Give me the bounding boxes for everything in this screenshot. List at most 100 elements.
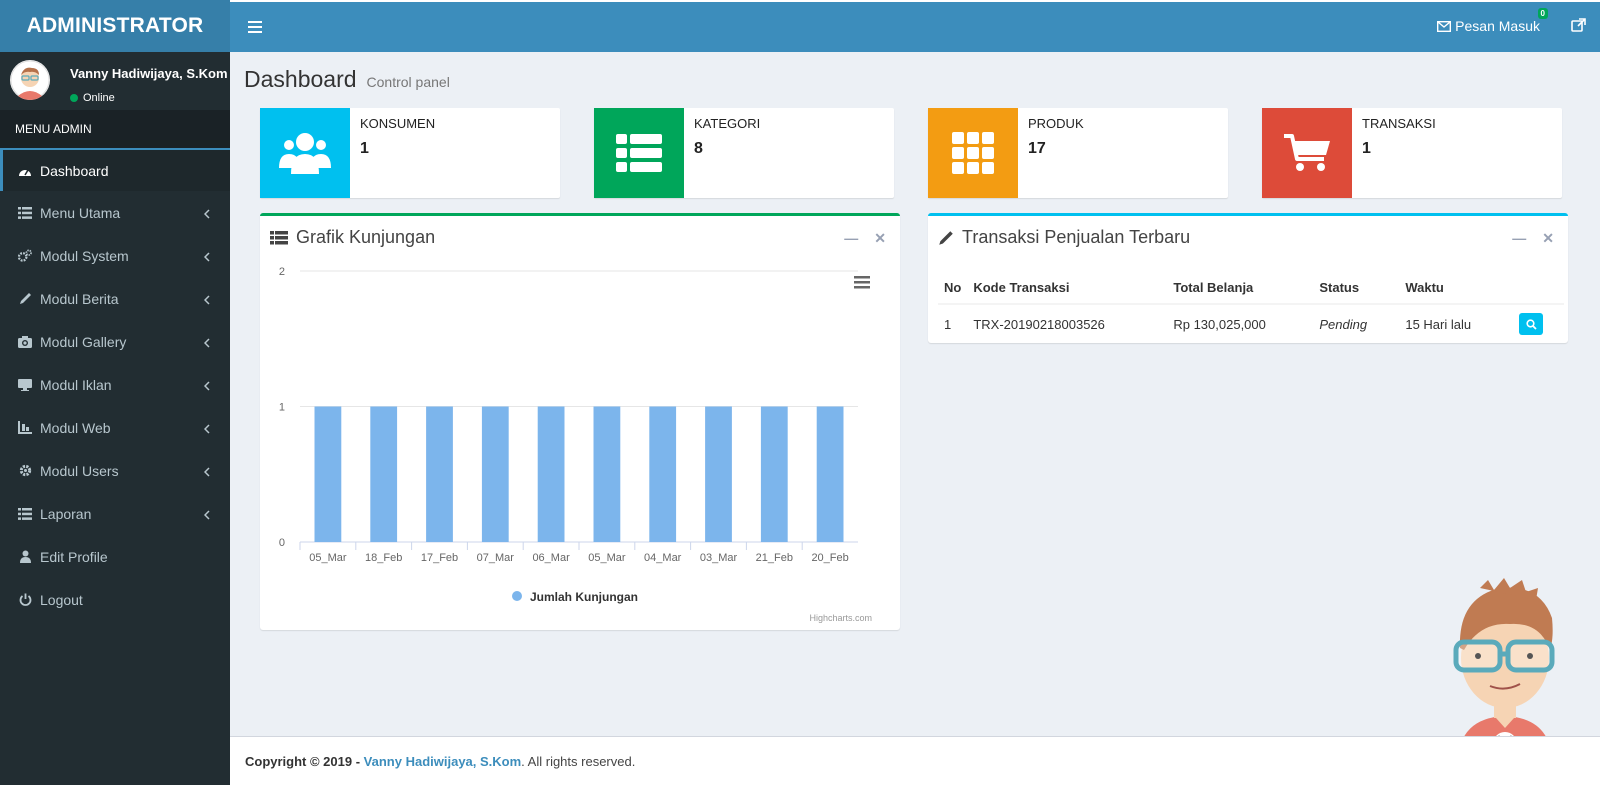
sidebar: Vanny Hadiwijaya, S.Kom Online MENU ADMI… — [0, 52, 230, 785]
column-header: Status — [1313, 272, 1400, 305]
th-icon — [928, 108, 1018, 198]
chart-bar[interactable] — [481, 406, 509, 543]
external-link-icon — [1571, 18, 1586, 32]
minimize-icon[interactable]: — — [844, 230, 859, 246]
info-box-label: TRANSAKSI — [1362, 116, 1436, 131]
box-tools: — ✕ — [1512, 230, 1554, 247]
scrollbar[interactable] — [1595, 52, 1600, 736]
messages-button[interactable]: Pesan Masuk 0 — [1437, 8, 1548, 34]
info-box-label: PRODUK — [1028, 116, 1084, 131]
info-box-label: KATEGORI — [694, 116, 761, 131]
footer-copyright: Copyright © 2019 - — [245, 753, 361, 769]
info-box-value: 1 — [360, 140, 369, 157]
sidebar-item-dashboard[interactable]: Dashboard — [0, 148, 230, 191]
legend-marker — [512, 591, 522, 601]
info-box-kategori[interactable]: KATEGORI 8 — [594, 108, 894, 198]
chart-menu-icon[interactable] — [854, 276, 870, 289]
chevron-left-icon — [203, 206, 210, 222]
hamburger-icon — [248, 21, 262, 33]
page-subtitle: Control panel — [366, 74, 450, 90]
messages-label: Pesan Masuk — [1455, 18, 1540, 34]
cart-icon — [1262, 108, 1352, 198]
building-icon — [18, 421, 32, 435]
chevron-left-icon — [203, 464, 210, 480]
column-header: Total Belanja — [1167, 272, 1314, 305]
external-link-button[interactable] — [1571, 18, 1586, 36]
list-icon — [18, 206, 32, 220]
sidebar-item-label: Modul Web — [40, 419, 111, 436]
chart-bar[interactable] — [314, 406, 342, 543]
chart-bar[interactable] — [649, 406, 677, 543]
info-box-label: KONSUMEN — [360, 116, 436, 131]
sidebar-item-modul-iklan[interactable]: Modul Iklan — [0, 363, 230, 406]
chevron-left-icon — [203, 335, 210, 351]
box-title: Grafik Kunjungan — [270, 227, 435, 248]
user-panel: Vanny Hadiwijaya, S.Kom Online — [0, 52, 230, 110]
chart-credit[interactable]: Highcharts.com — [809, 613, 872, 623]
sidebar-toggle-button[interactable] — [240, 12, 270, 42]
info-box-value: 8 — [694, 140, 703, 157]
cogs-icon — [18, 249, 32, 263]
visits-bar-chart: 05_Mar 18_Feb 17_Feb 07_Mar 06_Mar 05_Mar 04_M… — [279, 266, 872, 623]
column-header: Waktu — [1399, 272, 1514, 305]
chart-bar[interactable] — [593, 406, 621, 543]
chart-bar[interactable] — [426, 406, 453, 543]
view-transaction-button[interactable] — [1519, 313, 1544, 335]
x-tick-label: 04_Mar — [644, 552, 682, 564]
footer-author-link[interactable]: Vanny Hadiwijaya, S.Kom — [363, 753, 522, 769]
cell-time: 15 Hari lalu — [1399, 303, 1514, 343]
y-tick-label: 0 — [279, 537, 285, 549]
sidebar-item-label: Modul System — [40, 247, 129, 264]
table-row: 1 TRX-20190218003526 Rp 130,025,000 Pend… — [938, 303, 1564, 343]
close-icon[interactable]: ✕ — [1542, 230, 1554, 246]
chart-bar[interactable] — [370, 406, 398, 543]
legend-label: Jumlah Kunjungan — [530, 590, 638, 604]
x-tick-label: 05_Mar — [588, 552, 626, 564]
sidebar-item-logout[interactable]: Logout — [0, 578, 230, 621]
chart-bar[interactable] — [760, 406, 788, 543]
close-icon[interactable]: ✕ — [874, 230, 886, 246]
sidebar-item-modul-berita[interactable]: Modul Berita — [0, 277, 230, 320]
footer-suffix: . All rights reserved. — [521, 753, 636, 769]
sidebar-item-label: Modul Gallery — [40, 333, 127, 350]
box-title: Transaksi Penjualan Terbaru — [938, 227, 1190, 248]
cell-code: TRX-20190218003526 — [967, 303, 1168, 343]
column-header: Kode Transaksi — [967, 272, 1168, 305]
chart-legend-item[interactable]: Jumlah Kunjungan — [512, 590, 638, 604]
x-tick-label: 05_Mar — [309, 552, 347, 564]
user-icon — [18, 550, 32, 564]
chart-bar[interactable] — [705, 406, 732, 543]
info-box-produk[interactable]: PRODUK 17 — [928, 108, 1228, 198]
sidebar-item-label: Modul Iklan — [40, 376, 112, 393]
sidebar-item-label: Laporan — [40, 505, 92, 522]
users-icon — [260, 108, 350, 198]
chart-bar[interactable] — [537, 406, 565, 543]
chevron-left-icon — [203, 292, 210, 308]
sidebar-item-laporan[interactable]: Laporan — [0, 492, 230, 535]
app-logo[interactable]: ADMINISTRATOR — [0, 0, 230, 52]
dashboard-icon — [18, 164, 32, 178]
user-name: Vanny Hadiwijaya, S.Kom — [70, 66, 228, 81]
sidebar-item-modul-web[interactable]: Modul Web — [0, 406, 230, 449]
visits-chart-box: Grafik Kunjungan — ✕ 05_Mar 18_Feb 17_Feb 0… — [260, 213, 900, 630]
envelope-icon — [1437, 20, 1452, 32]
footer: Copyright © 2019 - Vanny Hadiwijaya, S.K… — [230, 736, 1600, 785]
info-box-transaksi[interactable]: TRANSAKSI 1 — [1262, 108, 1562, 198]
chevron-left-icon — [203, 249, 210, 265]
sidebar-item-modul-system[interactable]: Modul System — [0, 234, 230, 277]
x-tick-label: 07_Mar — [477, 552, 515, 564]
sidebar-item-label: Edit Profile — [40, 548, 108, 565]
sidebar-item-menu-utama[interactable]: Menu Utama — [0, 191, 230, 234]
info-box-konsumen[interactable]: KONSUMEN 1 — [260, 108, 560, 198]
cell-total: Rp 130,025,000 — [1167, 303, 1314, 343]
sidebar-item-edit-profile[interactable]: Edit Profile — [0, 535, 230, 578]
sidebar-item-label: Logout — [40, 591, 83, 608]
minimize-icon[interactable]: — — [1512, 230, 1527, 246]
sidebar-item-modul-gallery[interactable]: Modul Gallery — [0, 320, 230, 363]
chevron-left-icon — [203, 507, 210, 523]
column-header: No — [938, 272, 968, 305]
chart-bar[interactable] — [816, 406, 844, 543]
search-icon — [1526, 318, 1537, 330]
th-list-icon — [594, 108, 684, 198]
sidebar-item-modul-users[interactable]: Modul Users — [0, 449, 230, 492]
